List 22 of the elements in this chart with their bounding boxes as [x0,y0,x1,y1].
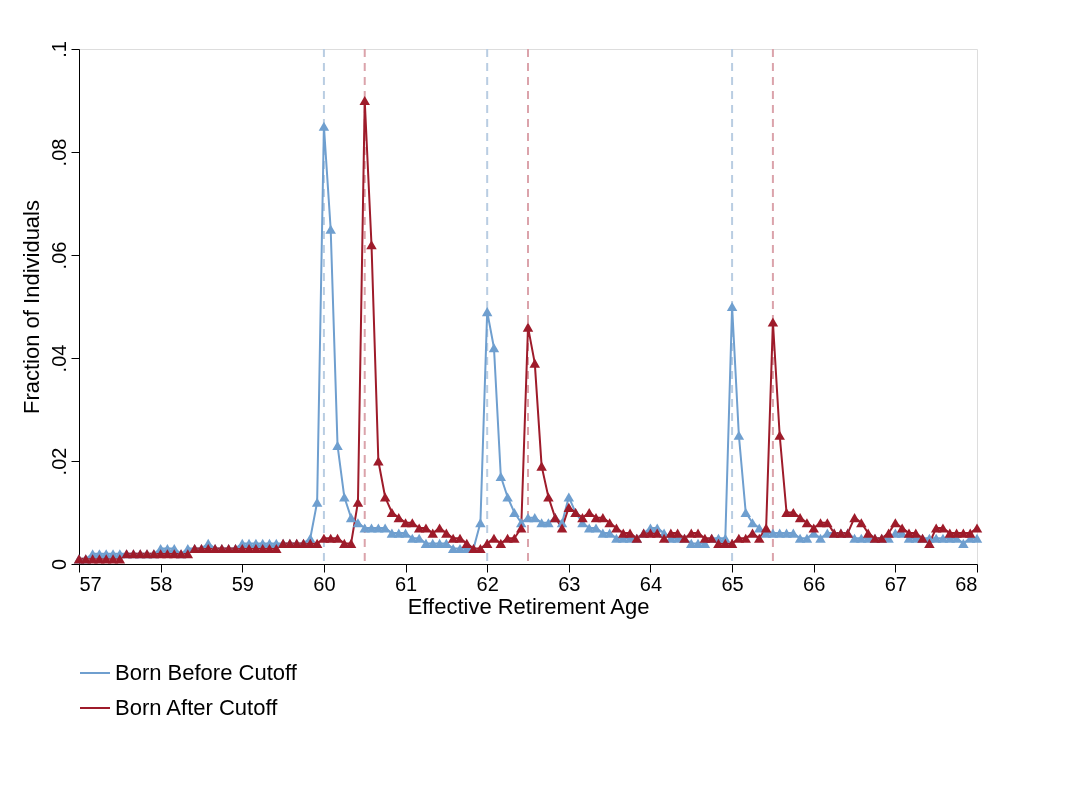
y-axis-title: Fraction of Individuals [18,200,44,414]
x-tick-label: 61 [394,572,418,595]
x-tick-label: 59 [231,572,254,595]
x-tick-label: 66 [803,572,826,595]
y-tick-label: .1 [47,41,70,58]
x-tick-label: 62 [476,572,499,595]
x-tick-label: 68 [955,572,978,595]
x-tick-label: 58 [150,572,173,595]
y-tick-label: .02 [47,447,70,476]
x-tick-label: 63 [558,572,581,595]
x-tick-label: 60 [313,572,336,595]
x-tick-label: 67 [884,572,907,595]
x-tick-label: 57 [79,572,102,595]
y-tick-label: .04 [47,344,70,373]
y-tick-label: 0 [47,558,70,571]
legend-label: Born Before Cutoff [115,660,298,685]
x-axis-title: Effective Retirement Age [407,593,650,619]
x-tick-label: 64 [639,572,663,595]
y-tick-label: .08 [47,138,70,167]
y-tick-label: .06 [47,241,70,270]
x-tick-label: 65 [721,572,744,595]
legend-label: Born After Cutoff [115,695,279,720]
